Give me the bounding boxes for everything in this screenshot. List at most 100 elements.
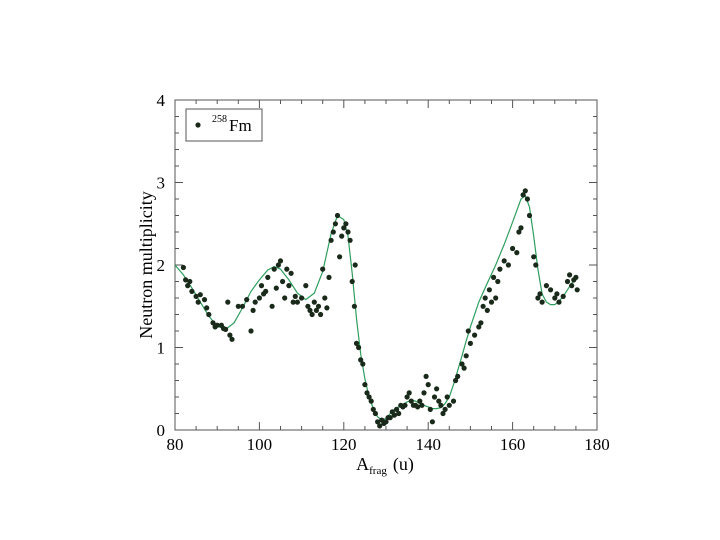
data-point: [539, 299, 545, 305]
data-point: [423, 373, 429, 379]
data-point: [476, 324, 482, 330]
data-point: [396, 410, 402, 417]
data-point: [258, 283, 265, 289]
data-point: [569, 283, 575, 289]
data-point: [227, 332, 233, 338]
x-axis-label-subscript: frag: [369, 465, 387, 477]
legend-element-symbol: Fm: [229, 116, 252, 135]
data-point: [315, 303, 322, 309]
data-point: [518, 225, 524, 231]
data-point: [421, 390, 427, 396]
tick-labels: 80 100 120 140 160 180 0 1 2 3 4: [157, 91, 610, 454]
data-point: [210, 320, 216, 326]
data-point: [461, 365, 467, 371]
data-point: [442, 406, 448, 412]
data-point: [478, 320, 484, 326]
x-tick-label: 120: [331, 435, 357, 454]
data-point: [349, 278, 355, 285]
data-point: [526, 212, 533, 219]
data-point: [463, 353, 469, 359]
axis-ticks: [174, 99, 598, 431]
data-point: [370, 406, 376, 412]
data-point: [197, 292, 203, 298]
data-point: [482, 295, 488, 301]
data-point: [375, 419, 381, 425]
data-point: [195, 299, 201, 305]
data-point: [537, 291, 543, 297]
x-tick-label: 160: [500, 435, 526, 454]
data-point: [488, 299, 495, 305]
data-point: [444, 394, 450, 400]
data-point: [187, 278, 193, 285]
data-point: [223, 326, 229, 332]
data-point: [286, 283, 292, 289]
data-point: [505, 262, 511, 268]
data-point: [514, 250, 520, 256]
data-point: [256, 295, 262, 301]
data-point: [524, 196, 531, 202]
data-point: [501, 258, 507, 264]
data-point: [391, 412, 397, 418]
data-point: [313, 307, 319, 313]
data-point: [417, 398, 423, 404]
data-point: [533, 262, 539, 268]
y-tick-label: 1: [157, 339, 166, 358]
data-point: [573, 274, 579, 280]
data-point: [431, 394, 438, 400]
data-point: [408, 398, 414, 404]
data-point: [206, 311, 212, 318]
data-point: [303, 283, 309, 289]
legend-mass-number: 258: [212, 114, 227, 125]
data-point: [402, 402, 408, 408]
data-point: [493, 295, 499, 301]
data-point: [290, 299, 296, 305]
data-point: [299, 295, 305, 301]
data-point: [334, 212, 341, 219]
data-point: [415, 404, 421, 410]
data-point: [244, 297, 250, 303]
data-point: [531, 254, 537, 260]
data-point: [554, 291, 560, 297]
data-point: [273, 285, 279, 291]
data-point: [248, 328, 254, 334]
data-point: [189, 288, 195, 294]
data-point: [204, 305, 210, 311]
data-point: [275, 262, 281, 268]
data-point: [404, 394, 410, 400]
data-point: [269, 303, 275, 309]
data-point: [337, 254, 343, 260]
data-point: [318, 311, 324, 318]
data-point: [368, 398, 374, 404]
data-point: [250, 307, 256, 313]
data-point: [556, 299, 562, 305]
data-point: [436, 398, 442, 404]
data-point: [193, 293, 199, 299]
data-point: [353, 340, 360, 346]
data-point: [201, 297, 208, 303]
data-point: [362, 382, 368, 388]
data-point: [328, 237, 334, 243]
data-point: [280, 278, 286, 285]
data-point: [495, 278, 501, 285]
data-point: [271, 266, 277, 272]
data-point: [229, 336, 235, 342]
y-tick-label: 2: [157, 256, 166, 275]
data-point: [520, 192, 526, 198]
legend: 258 Fm: [185, 108, 263, 142]
data-point: [282, 295, 288, 301]
data-point: [472, 332, 478, 338]
data-point: [347, 237, 353, 243]
data-point: [429, 419, 435, 425]
data-point: [543, 283, 550, 289]
data-point: [548, 287, 554, 293]
data-point: [332, 221, 338, 227]
x-axis-label-unit: (u): [393, 454, 414, 475]
y-tick-label: 0: [157, 421, 166, 440]
data-point: [345, 229, 351, 235]
data-point: [294, 299, 300, 305]
data-point: [377, 423, 383, 429]
data-point: [288, 270, 294, 276]
data-point: [552, 295, 558, 301]
data-point: [497, 266, 503, 272]
data-point: [358, 357, 364, 363]
